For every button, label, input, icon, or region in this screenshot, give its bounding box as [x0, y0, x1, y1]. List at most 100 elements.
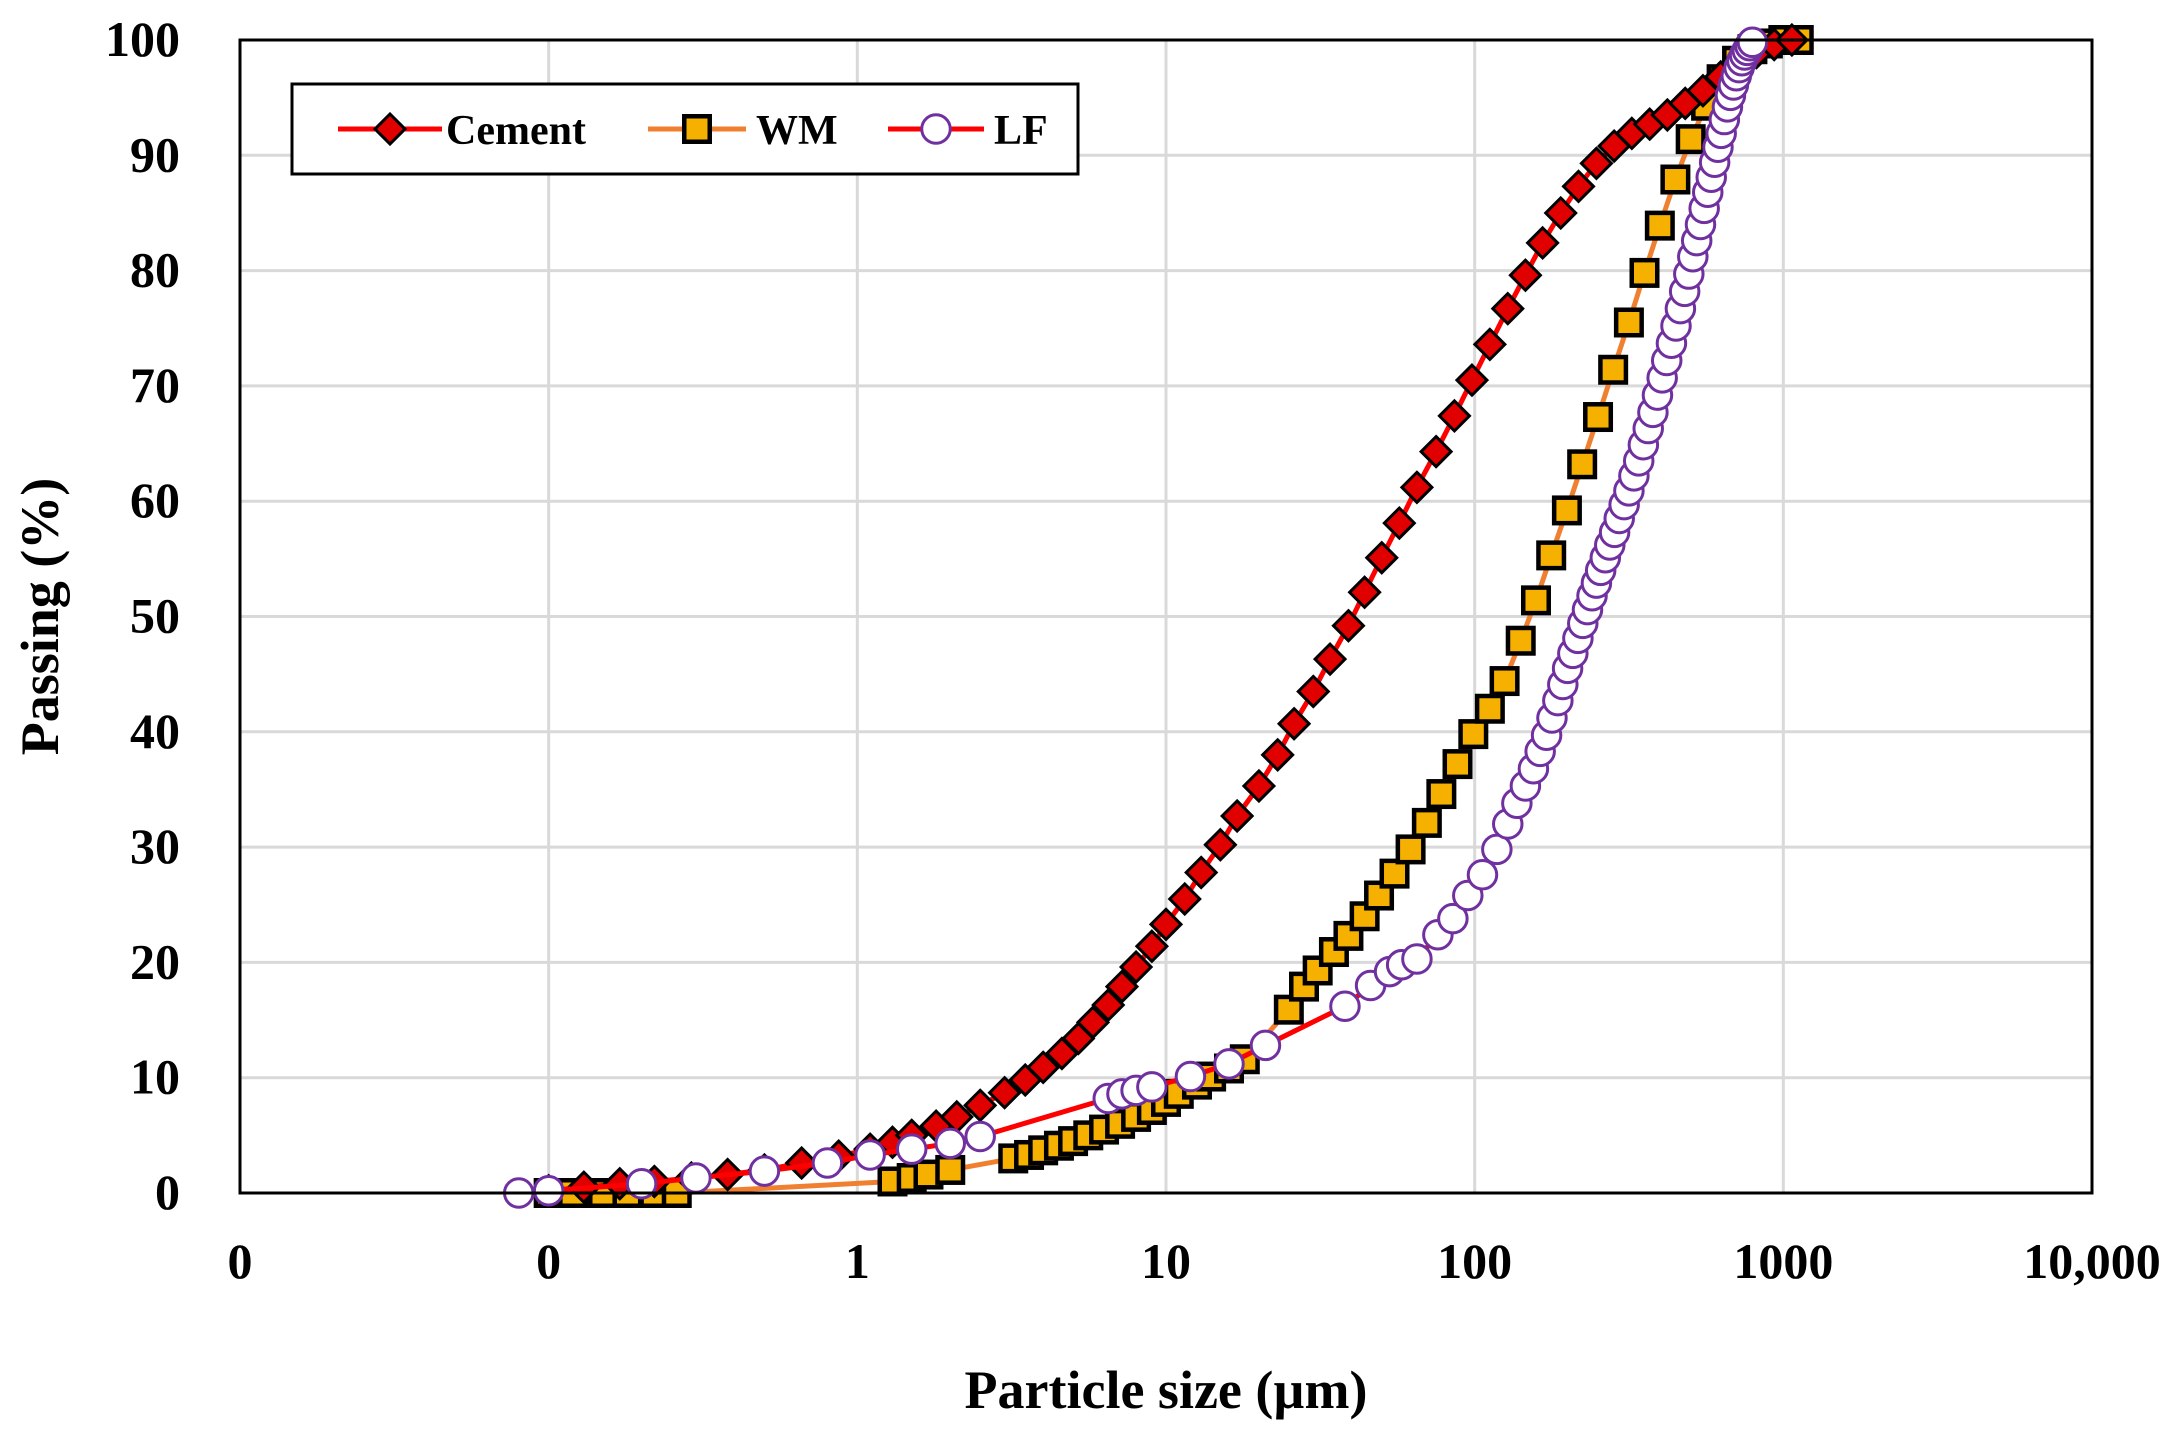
cement-marker	[1220, 798, 1255, 834]
y-tick-label: 40	[130, 703, 180, 759]
cement-marker	[1472, 327, 1507, 362]
lf-marker	[895, 1133, 928, 1165]
y-tick-label: 10	[130, 1049, 180, 1105]
y-tick-label: 70	[130, 357, 180, 413]
cement-marker	[1148, 907, 1184, 942]
x-tick-label: 0	[228, 1233, 253, 1289]
cement-marker	[1026, 1050, 1061, 1085]
cement-marker	[784, 1145, 819, 1181]
wm-marker	[1442, 749, 1473, 780]
wm-marker	[1567, 449, 1598, 480]
wm-marker	[1629, 257, 1660, 288]
legend: Cement WM LF	[290, 82, 1080, 176]
cement-marker	[1091, 987, 1126, 1023]
cement-marker	[1184, 855, 1219, 890]
cement-marker	[1418, 434, 1454, 469]
series-layer	[503, 22, 1814, 1209]
cement-marker	[1203, 827, 1238, 862]
wm-marker	[1598, 354, 1629, 385]
cement-marker	[1347, 575, 1382, 610]
lf-marker	[1249, 1029, 1282, 1062]
lf-marker	[1136, 1071, 1168, 1103]
lf-marker	[1437, 902, 1469, 935]
wm-marker	[1395, 834, 1426, 865]
cement-marker	[1260, 737, 1295, 772]
lf-marker	[1213, 1048, 1245, 1080]
cement-marker	[987, 1075, 1022, 1110]
lf-marker	[625, 1168, 658, 1200]
plot-area-frame	[238, 38, 2094, 1195]
cement-marker	[1276, 706, 1312, 741]
wm-marker	[1660, 164, 1691, 195]
cement-marker	[1296, 674, 1331, 709]
legend-label: Cement	[446, 108, 586, 154]
wm-marker	[1551, 495, 1582, 526]
cement-marker	[1525, 225, 1560, 261]
wm-marker	[1505, 625, 1536, 656]
cement-marker	[1075, 1005, 1111, 1040]
legend-label: LF	[994, 108, 1048, 154]
wm-marker	[935, 1154, 966, 1185]
cement-marker	[1543, 195, 1578, 231]
x-tick-label: 100	[1437, 1233, 1512, 1289]
cement-marker	[1312, 642, 1348, 677]
cement-marker	[1561, 169, 1596, 204]
cement-marker	[1454, 363, 1490, 398]
x-tick-label: 1000	[1733, 1233, 1833, 1289]
cement-marker	[372, 111, 408, 147]
y-tick-label: 50	[130, 588, 180, 644]
cement-marker	[1490, 291, 1525, 326]
legend-label: WM	[756, 108, 838, 154]
cement-marker	[1118, 949, 1154, 985]
x-tick-label: 10,000	[2023, 1233, 2161, 1289]
wm-marker	[1458, 719, 1489, 750]
cement-marker	[1134, 929, 1169, 964]
x-axis-title: Particle size (µm)	[965, 1360, 1368, 1420]
y-tick-label: 30	[130, 818, 180, 874]
y-tick-label: 80	[130, 242, 180, 298]
wm-marker	[1583, 402, 1614, 433]
lf-marker	[1466, 859, 1499, 891]
legend-entry-wm: WM	[648, 108, 838, 154]
lf-marker	[532, 1174, 565, 1207]
y-tick-label: 90	[130, 126, 180, 182]
cement-marker	[1437, 398, 1472, 433]
cement-marker	[1241, 768, 1277, 804]
cement-marker	[1399, 470, 1435, 505]
series-lf	[503, 26, 1769, 1209]
cement-marker	[1579, 146, 1614, 181]
cement-marker	[1364, 540, 1399, 575]
cement-marker	[1382, 505, 1417, 541]
wm-marker	[1675, 124, 1706, 155]
wm-marker	[1520, 585, 1551, 616]
x-tick-label: 10	[1141, 1233, 1191, 1289]
lf-marker	[920, 113, 952, 145]
lf-marker	[1736, 26, 1769, 59]
cement-marker	[1104, 969, 1140, 1004]
cement-marker	[1331, 608, 1366, 643]
wm-marker	[1426, 779, 1457, 810]
y-tick-label: 100	[105, 11, 180, 67]
y-tick-label: 0	[155, 1164, 180, 1220]
lf-marker	[748, 1155, 781, 1187]
x-tick-label: 1	[845, 1233, 870, 1289]
legend-entry-lf: LF	[888, 108, 1048, 154]
y-tick-label: 20	[130, 933, 180, 989]
wm-marker	[1489, 666, 1520, 697]
lf-marker	[811, 1147, 844, 1179]
wm-marker	[1474, 693, 1505, 724]
y-tick-labels: 0 10 20 30 40 50 60 70 80 90 100	[105, 11, 180, 1220]
y-tick-label: 60	[130, 472, 180, 528]
lf-marker	[1329, 990, 1361, 1022]
y-axis-title: Passing (%)	[10, 478, 70, 756]
lf-marker	[1174, 1060, 1207, 1093]
lf-marker	[854, 1139, 886, 1171]
cement-marker	[1167, 881, 1202, 917]
x-tick-label: 0	[536, 1233, 561, 1289]
cement-marker	[963, 1088, 998, 1123]
wm-marker	[682, 114, 712, 144]
wm-marker	[1536, 540, 1567, 571]
cement-marker	[1508, 258, 1543, 293]
